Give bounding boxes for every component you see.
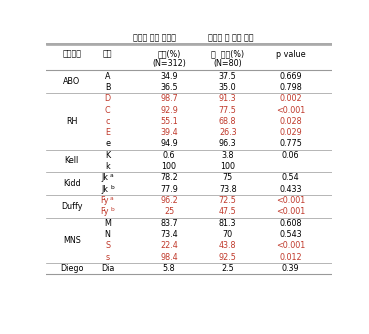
- Text: MNS: MNS: [63, 236, 81, 245]
- Text: 55.1: 55.1: [160, 117, 178, 126]
- Text: S: S: [105, 241, 110, 250]
- Text: 0.012: 0.012: [279, 253, 302, 262]
- Text: 0.54: 0.54: [282, 173, 300, 182]
- Text: E: E: [105, 128, 110, 137]
- Text: 5.8: 5.8: [163, 264, 175, 273]
- Text: 0.002: 0.002: [279, 94, 302, 103]
- Text: c: c: [106, 117, 110, 126]
- Text: a: a: [110, 196, 114, 201]
- Text: Jk: Jk: [101, 185, 108, 194]
- Text: 96.3: 96.3: [219, 140, 237, 149]
- Text: 72.5: 72.5: [219, 196, 237, 205]
- Text: 100: 100: [162, 162, 177, 171]
- Text: 100: 100: [220, 162, 235, 171]
- Text: 25: 25: [164, 207, 174, 216]
- Text: RH: RH: [66, 117, 77, 126]
- Text: 0.608: 0.608: [279, 219, 302, 228]
- Text: Fy: Fy: [100, 207, 109, 216]
- Text: 0.775: 0.775: [279, 140, 302, 149]
- Text: (N=80): (N=80): [213, 59, 242, 68]
- Text: 83.7: 83.7: [160, 219, 178, 228]
- Text: Duffy: Duffy: [61, 202, 83, 211]
- Text: (N=312): (N=312): [152, 59, 186, 68]
- Text: s: s: [106, 253, 110, 262]
- Text: 아시아 외 출생 부모: 아시아 외 출생 부모: [208, 34, 254, 43]
- Text: M: M: [104, 219, 111, 228]
- Text: 77.5: 77.5: [219, 106, 237, 115]
- Text: 2.5: 2.5: [221, 264, 234, 273]
- Text: 0.543: 0.543: [279, 230, 302, 239]
- Text: 75: 75: [223, 173, 233, 182]
- Text: 43.8: 43.8: [219, 241, 237, 250]
- Text: 26.3: 26.3: [219, 128, 237, 137]
- Text: 아시아 출생 부모의: 아시아 출생 부모의: [133, 34, 176, 43]
- Text: 0.39: 0.39: [282, 264, 300, 273]
- Text: N: N: [105, 230, 111, 239]
- Text: 항원: 항원: [103, 50, 112, 59]
- Text: 92.9: 92.9: [160, 106, 178, 115]
- Text: 혈액형군: 혈액형군: [62, 50, 81, 59]
- Text: 0.669: 0.669: [279, 71, 302, 80]
- Text: 34.9: 34.9: [160, 71, 178, 80]
- Text: 의  자녀(%): 의 자녀(%): [211, 50, 244, 59]
- Text: <0.001: <0.001: [276, 196, 305, 205]
- Text: 0.6: 0.6: [163, 151, 175, 160]
- Text: Kell: Kell: [65, 156, 79, 165]
- Text: a: a: [110, 173, 114, 178]
- Text: 0.798: 0.798: [279, 83, 302, 92]
- Text: <0.001: <0.001: [276, 207, 305, 216]
- Text: 47.5: 47.5: [219, 207, 237, 216]
- Text: <0.001: <0.001: [276, 241, 305, 250]
- Text: Jk: Jk: [101, 173, 108, 182]
- Text: K: K: [105, 151, 110, 160]
- Text: e: e: [105, 140, 110, 149]
- Text: 22.4: 22.4: [160, 241, 178, 250]
- Text: 91.3: 91.3: [219, 94, 237, 103]
- Text: 92.5: 92.5: [219, 253, 237, 262]
- Text: 96.2: 96.2: [160, 196, 178, 205]
- Text: 0.029: 0.029: [279, 128, 302, 137]
- Text: k: k: [105, 162, 110, 171]
- Text: 0.028: 0.028: [279, 117, 302, 126]
- Text: B: B: [105, 83, 110, 92]
- Text: 78.2: 78.2: [160, 173, 178, 182]
- Text: 73.4: 73.4: [160, 230, 178, 239]
- Text: D: D: [104, 94, 111, 103]
- Text: 자녀(%): 자녀(%): [158, 50, 181, 59]
- Text: Diego: Diego: [60, 264, 84, 273]
- Text: 37.5: 37.5: [219, 71, 237, 80]
- Text: <0.001: <0.001: [276, 106, 305, 115]
- Text: 73.8: 73.8: [219, 185, 237, 194]
- Text: 35.0: 35.0: [219, 83, 237, 92]
- Text: 68.8: 68.8: [219, 117, 237, 126]
- Text: ABO: ABO: [63, 77, 80, 86]
- Text: 0.06: 0.06: [282, 151, 299, 160]
- Text: 39.4: 39.4: [160, 128, 178, 137]
- Text: 77.9: 77.9: [160, 185, 178, 194]
- Text: b: b: [110, 207, 114, 212]
- Text: 0.433: 0.433: [279, 185, 302, 194]
- Text: Dia: Dia: [101, 264, 114, 273]
- Text: 36.5: 36.5: [160, 83, 178, 92]
- Text: 94.9: 94.9: [160, 140, 178, 149]
- Text: 98.7: 98.7: [160, 94, 178, 103]
- Text: 98.4: 98.4: [160, 253, 178, 262]
- Text: A: A: [105, 71, 110, 80]
- Text: 3.8: 3.8: [221, 151, 234, 160]
- Text: 81.3: 81.3: [219, 219, 237, 228]
- Text: C: C: [105, 106, 110, 115]
- Text: p value: p value: [276, 50, 306, 59]
- Text: Kidd: Kidd: [63, 179, 81, 188]
- Text: Fy: Fy: [100, 196, 109, 205]
- Text: b: b: [110, 185, 114, 190]
- Text: 70: 70: [223, 230, 233, 239]
